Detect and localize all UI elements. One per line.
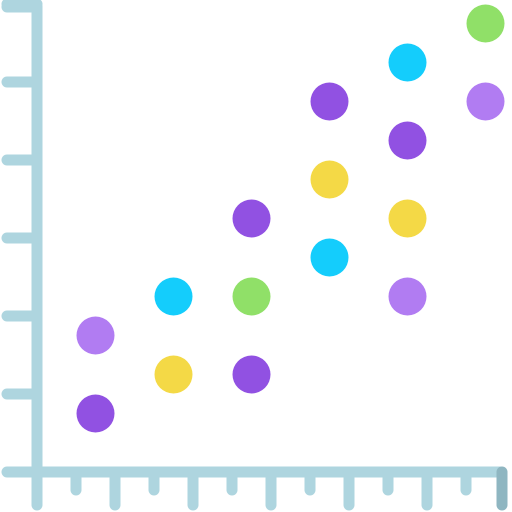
point	[232, 199, 271, 238]
point	[76, 394, 115, 433]
point	[388, 43, 427, 82]
point	[388, 121, 427, 160]
point	[388, 277, 427, 316]
point	[76, 316, 115, 355]
point	[154, 277, 193, 316]
point	[388, 199, 427, 238]
point	[310, 238, 349, 277]
point	[466, 82, 505, 121]
point	[310, 82, 349, 121]
point	[310, 160, 349, 199]
point	[232, 355, 271, 394]
point	[154, 355, 193, 394]
point	[232, 277, 271, 316]
point	[466, 4, 505, 43]
